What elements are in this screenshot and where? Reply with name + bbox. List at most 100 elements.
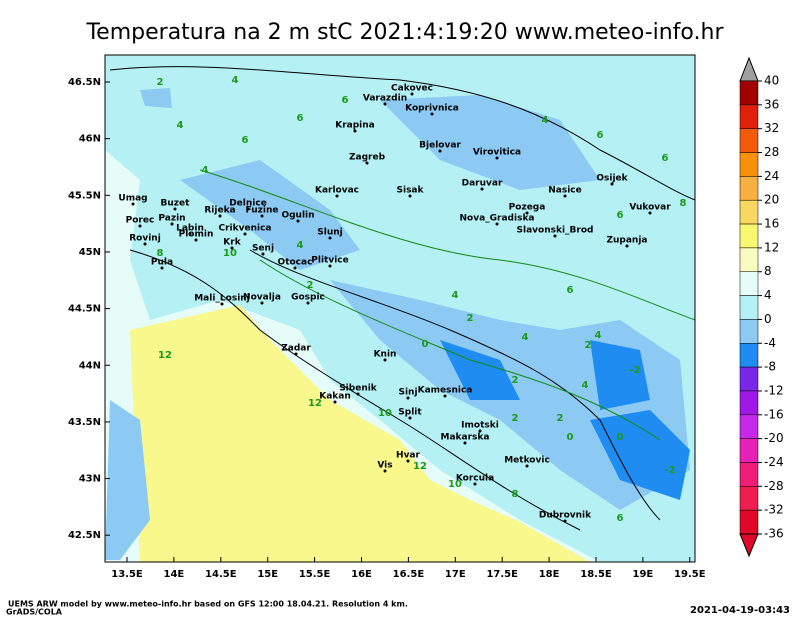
city-label: Zupanja — [606, 236, 647, 246]
contour-label: 12 — [158, 350, 172, 361]
colorbar-swatch — [739, 343, 759, 368]
y-tick-label: 46N — [79, 134, 101, 145]
city-dot — [383, 469, 387, 473]
city-label: Vis — [377, 461, 392, 471]
contour-label: -2 — [664, 465, 675, 476]
area-cold — [440, 340, 690, 500]
colorbar-swatch — [739, 438, 759, 463]
x-tick-label: 17E — [445, 569, 466, 580]
city-label: Porec — [126, 216, 155, 226]
contour-label: 6 — [617, 513, 624, 524]
title: Temperatura na 2 m stC 2021:4:19:20 www.… — [85, 20, 724, 45]
border — [109, 66, 696, 201]
contour-label: 4 — [582, 380, 589, 391]
city-dot — [243, 232, 247, 236]
city-label: Kakan — [319, 392, 351, 402]
city-label: Varazdin — [363, 94, 407, 104]
city-label: Cakovec — [391, 84, 433, 94]
colorbar-swatch — [739, 128, 759, 153]
city-label: Virovitica — [473, 148, 521, 158]
city-label: Kamesnica — [418, 386, 473, 396]
y-tick-label: 45N — [79, 247, 101, 258]
city-label: Rovinj — [129, 234, 161, 244]
colorbar-swatch — [739, 414, 759, 439]
city-label: Sinj — [398, 388, 417, 398]
city-label: Gospic — [291, 293, 325, 303]
colorbar-swatch — [739, 319, 759, 344]
contour-label: 8 — [512, 489, 519, 500]
x-tick-label: 16E — [351, 569, 372, 580]
colorbar-swatch — [739, 176, 759, 201]
city-label: Mali_Losinj — [194, 294, 250, 304]
colorbar-label: -16 — [764, 407, 784, 421]
y-tick-label: 46.5N — [68, 77, 101, 88]
city-label: Crikvenica — [219, 224, 272, 234]
city-dot — [218, 214, 222, 218]
colorbar: 4036322824201612840-4-8-12-16-20-24-28-3… — [739, 56, 784, 558]
city-dot — [160, 266, 164, 270]
city-label: Daruvar — [462, 179, 503, 189]
colorbar-swatch — [739, 223, 759, 249]
colorbar-label: -8 — [764, 360, 776, 374]
city-dot — [246, 207, 250, 211]
x-tick-label: 16.5E — [393, 569, 425, 580]
city-label: Slavonski_Brod — [517, 226, 594, 236]
colorbar-label: -24 — [764, 455, 784, 469]
city-label: Slunj — [317, 228, 342, 238]
contour-label: 6 — [242, 135, 249, 146]
city-label: Novalja — [243, 293, 281, 303]
city-label: Pula — [151, 258, 173, 268]
colorbar-label: -36 — [764, 527, 784, 541]
city-label: Ogulin — [281, 211, 314, 221]
city-dot — [408, 194, 412, 198]
city-label: Koprivnica — [405, 104, 459, 114]
city-dot — [328, 264, 332, 268]
city-label: Delnice — [229, 199, 267, 209]
contour-label: 6 — [662, 153, 669, 164]
city-dot — [188, 232, 192, 236]
contour-label: 10 — [378, 408, 392, 419]
city-dot — [473, 482, 477, 486]
city-dot — [438, 149, 442, 153]
contour-label: 6 — [297, 113, 304, 124]
colorbar-swatch — [739, 462, 759, 487]
contour-label: -2 — [629, 365, 640, 376]
colorbar-swatch — [739, 104, 759, 129]
map — [104, 54, 696, 563]
city-dot — [260, 301, 264, 305]
city-dot — [356, 392, 360, 396]
colorbar-label: 28 — [764, 145, 779, 159]
contour-label: 0 — [617, 432, 624, 443]
city-dot — [410, 92, 414, 96]
contour-label: 12 — [308, 398, 322, 409]
city-label: Split — [398, 408, 422, 418]
colorbar-swatch — [739, 247, 759, 272]
y-tick-label: 43N — [79, 474, 101, 485]
city-label: Osijek — [596, 174, 628, 184]
colorbar-label: 40 — [764, 74, 779, 88]
city-dot — [610, 182, 614, 186]
colorbar-swatch — [739, 271, 759, 296]
city-dot — [328, 236, 332, 240]
city-dot — [131, 202, 135, 206]
city-dot — [406, 396, 410, 400]
city-label: Korcula — [456, 474, 494, 484]
y-tick-label: 43.5N — [68, 417, 101, 428]
city-label: Umag — [118, 194, 147, 204]
city-label: Rijeka — [204, 206, 235, 216]
city-dot — [353, 129, 357, 133]
city-dot — [406, 459, 410, 463]
x-tick-label: 15.5E — [299, 569, 331, 580]
y-tick-label: 44.5N — [68, 304, 101, 315]
x-tick-label: 19.5E — [674, 569, 706, 580]
city-label: Fuzine — [246, 206, 279, 216]
contour-label: 0 — [567, 432, 574, 443]
contour-label: 2 — [512, 413, 519, 424]
footer-brand: GrADS/COLA — [6, 608, 63, 617]
y-tick-label: 42.5N — [68, 530, 101, 541]
city-dot — [383, 102, 387, 106]
colorbar-arrow-top — [739, 56, 759, 82]
footer-date: 2021-04-19-03:43 — [690, 605, 790, 616]
